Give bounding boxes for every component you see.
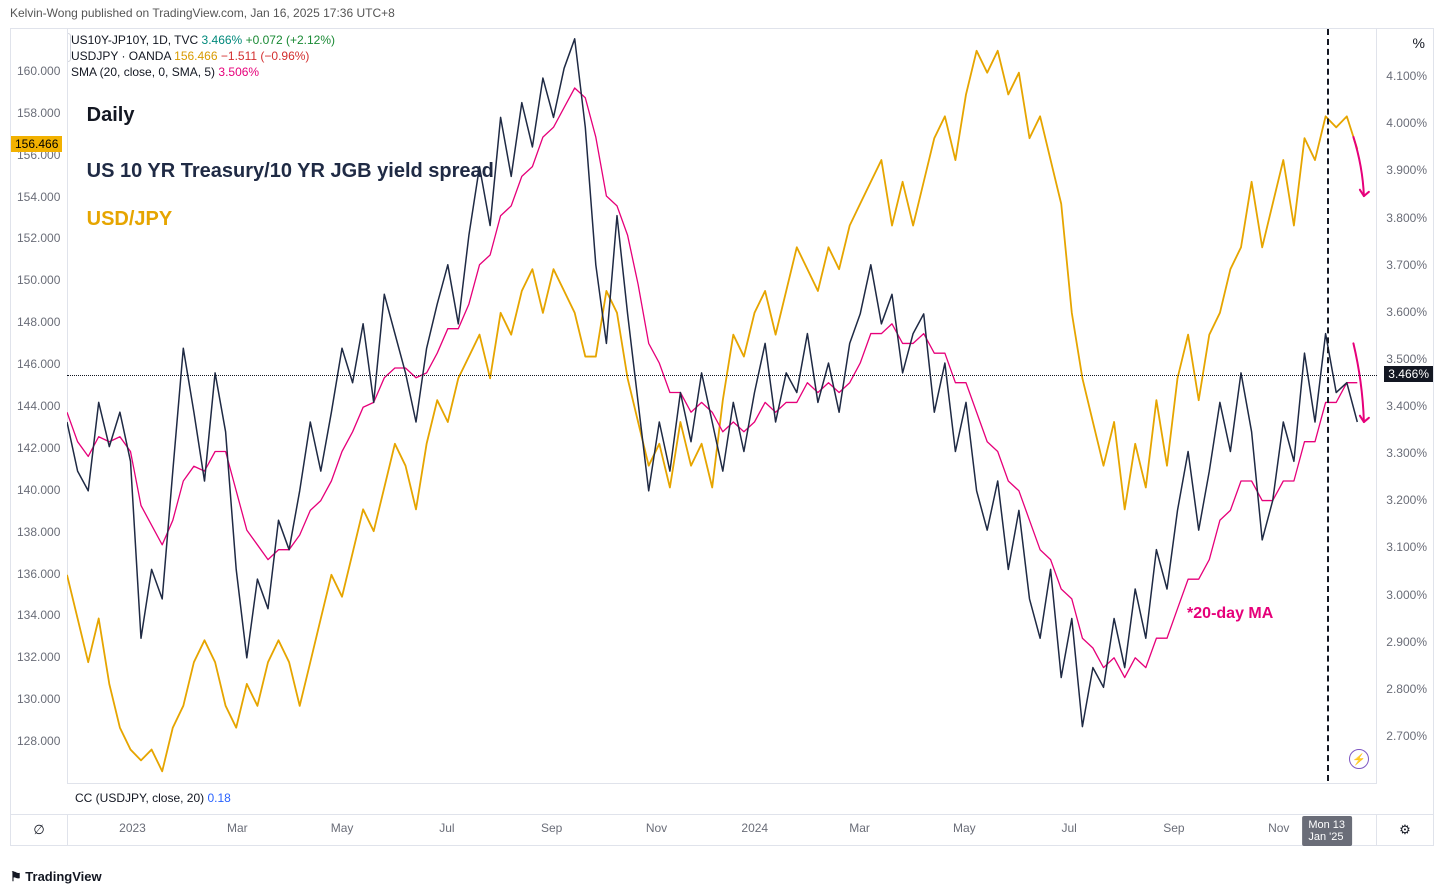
- left-tick: 128.000: [17, 734, 60, 748]
- correlation-panel: CC (USDJPY, close, 20) 0.18: [67, 783, 1377, 815]
- left-tick: 138.000: [17, 525, 60, 539]
- chart-area: JPY US10Y-JP10Y, 1D, TVC 3.466% +0.072 (…: [10, 28, 1434, 846]
- left-tick: 158.000: [17, 106, 60, 120]
- left-tick: 132.000: [17, 650, 60, 664]
- time-tick: May: [331, 821, 354, 835]
- pct-symbol: %: [1413, 35, 1425, 51]
- left-tick: 152.000: [17, 231, 60, 245]
- right-tick: 3.300%: [1386, 446, 1427, 460]
- time-tick: May: [953, 821, 976, 835]
- right-tick: 3.000%: [1386, 588, 1427, 602]
- right-tick: 3.500%: [1386, 352, 1427, 366]
- right-tick: 2.900%: [1386, 635, 1427, 649]
- right-tick: 2.700%: [1386, 729, 1427, 743]
- time-tick: 2024: [741, 821, 768, 835]
- left-tick: 146.000: [17, 357, 60, 371]
- right-price-axis[interactable]: % 2.700% 2.800% 2.900% 3.000% 3.100% 3.200% 3.…: [1376, 29, 1433, 815]
- reset-icon: ∅: [33, 822, 44, 838]
- chart-annotation-ma: *20-day MA: [1187, 605, 1273, 623]
- cc-label: CC (USDJPY, close, 20): [75, 791, 204, 805]
- left-tick: 130.000: [17, 692, 60, 706]
- time-tick: Sep: [541, 821, 562, 835]
- time-tick: Sep: [1163, 821, 1184, 835]
- time-tick: Nov: [1268, 821, 1289, 835]
- chart-svg: [67, 29, 1377, 815]
- left-tick: 136.000: [17, 567, 60, 581]
- chart-annotation-usdjpy: USD/JPY: [87, 208, 173, 231]
- gear-icon: ⚙: [1399, 822, 1411, 838]
- left-tick: 142.000: [17, 441, 60, 455]
- time-tick: Mar: [849, 821, 870, 835]
- right-tick: 3.800%: [1386, 211, 1427, 225]
- right-tick: 3.600%: [1386, 305, 1427, 319]
- time-tick: 2023: [119, 821, 146, 835]
- time-axis[interactable]: 2023 Mar May Jul Sep Nov 2024 Mar May Jul Sep Nov Mo…: [67, 814, 1377, 845]
- right-tick: 3.100%: [1386, 540, 1427, 554]
- right-tick: 4.100%: [1386, 69, 1427, 83]
- chart-plot[interactable]: ⚡ Daily US 10 YR Treasury/10 YR JGB yield…: [67, 29, 1377, 815]
- time-tick: Mar: [227, 821, 248, 835]
- right-tick: 3.400%: [1386, 399, 1427, 413]
- date-marker-line: [1327, 29, 1329, 781]
- chart-annotation-spread: US 10 YR Treasury/10 YR JGB yield spread: [87, 160, 494, 183]
- right-price-badge: 3.466%: [1384, 366, 1433, 382]
- left-tick: 150.000: [17, 273, 60, 287]
- time-tick: Jul: [1061, 821, 1076, 835]
- right-tick: 4.000%: [1386, 116, 1427, 130]
- left-tick: 154.000: [17, 190, 60, 204]
- time-tick: Nov: [646, 821, 667, 835]
- settings-right-button[interactable]: ⚙: [1376, 814, 1433, 845]
- left-tick: 148.000: [17, 315, 60, 329]
- left-price-badge: 156.466: [11, 136, 62, 152]
- right-tick: 3.200%: [1386, 493, 1427, 507]
- flash-icon[interactable]: ⚡: [1349, 749, 1369, 769]
- date-marker-badge: Mon 13 Jan '25: [1302, 816, 1352, 846]
- left-tick: 140.000: [17, 483, 60, 497]
- publish-header: Kelvin-Wong published on TradingView.com…: [10, 6, 395, 20]
- chart-annotation-daily: Daily: [87, 104, 135, 127]
- right-tick: 3.900%: [1386, 163, 1427, 177]
- right-tick: 3.700%: [1386, 258, 1427, 272]
- left-tick: 160.000: [17, 64, 60, 78]
- right-tick: 2.800%: [1386, 682, 1427, 696]
- left-tick: 144.000: [17, 399, 60, 413]
- current-value-line: [67, 375, 1377, 376]
- settings-left-button[interactable]: ∅: [11, 814, 68, 845]
- time-tick: Jul: [439, 821, 454, 835]
- left-tick: 134.000: [17, 608, 60, 622]
- cc-value: 0.18: [208, 791, 231, 805]
- left-price-axis[interactable]: 128.000 130.000 132.000 134.000 136.000 138.0…: [11, 29, 68, 815]
- tradingview-logo: ⚑ TradingView: [10, 869, 102, 885]
